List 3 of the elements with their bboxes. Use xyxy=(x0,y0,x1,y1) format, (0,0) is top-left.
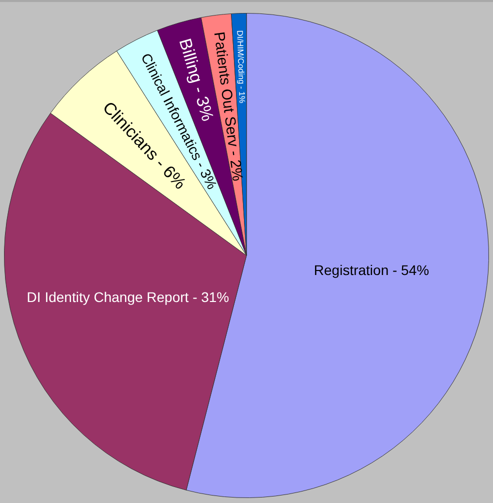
slice-label: DI/HIM/Coding - 1% xyxy=(235,30,246,104)
slice-label: Registration - 54% xyxy=(314,262,430,278)
slice-label: DI Identity Change Report - 31% xyxy=(26,289,230,306)
